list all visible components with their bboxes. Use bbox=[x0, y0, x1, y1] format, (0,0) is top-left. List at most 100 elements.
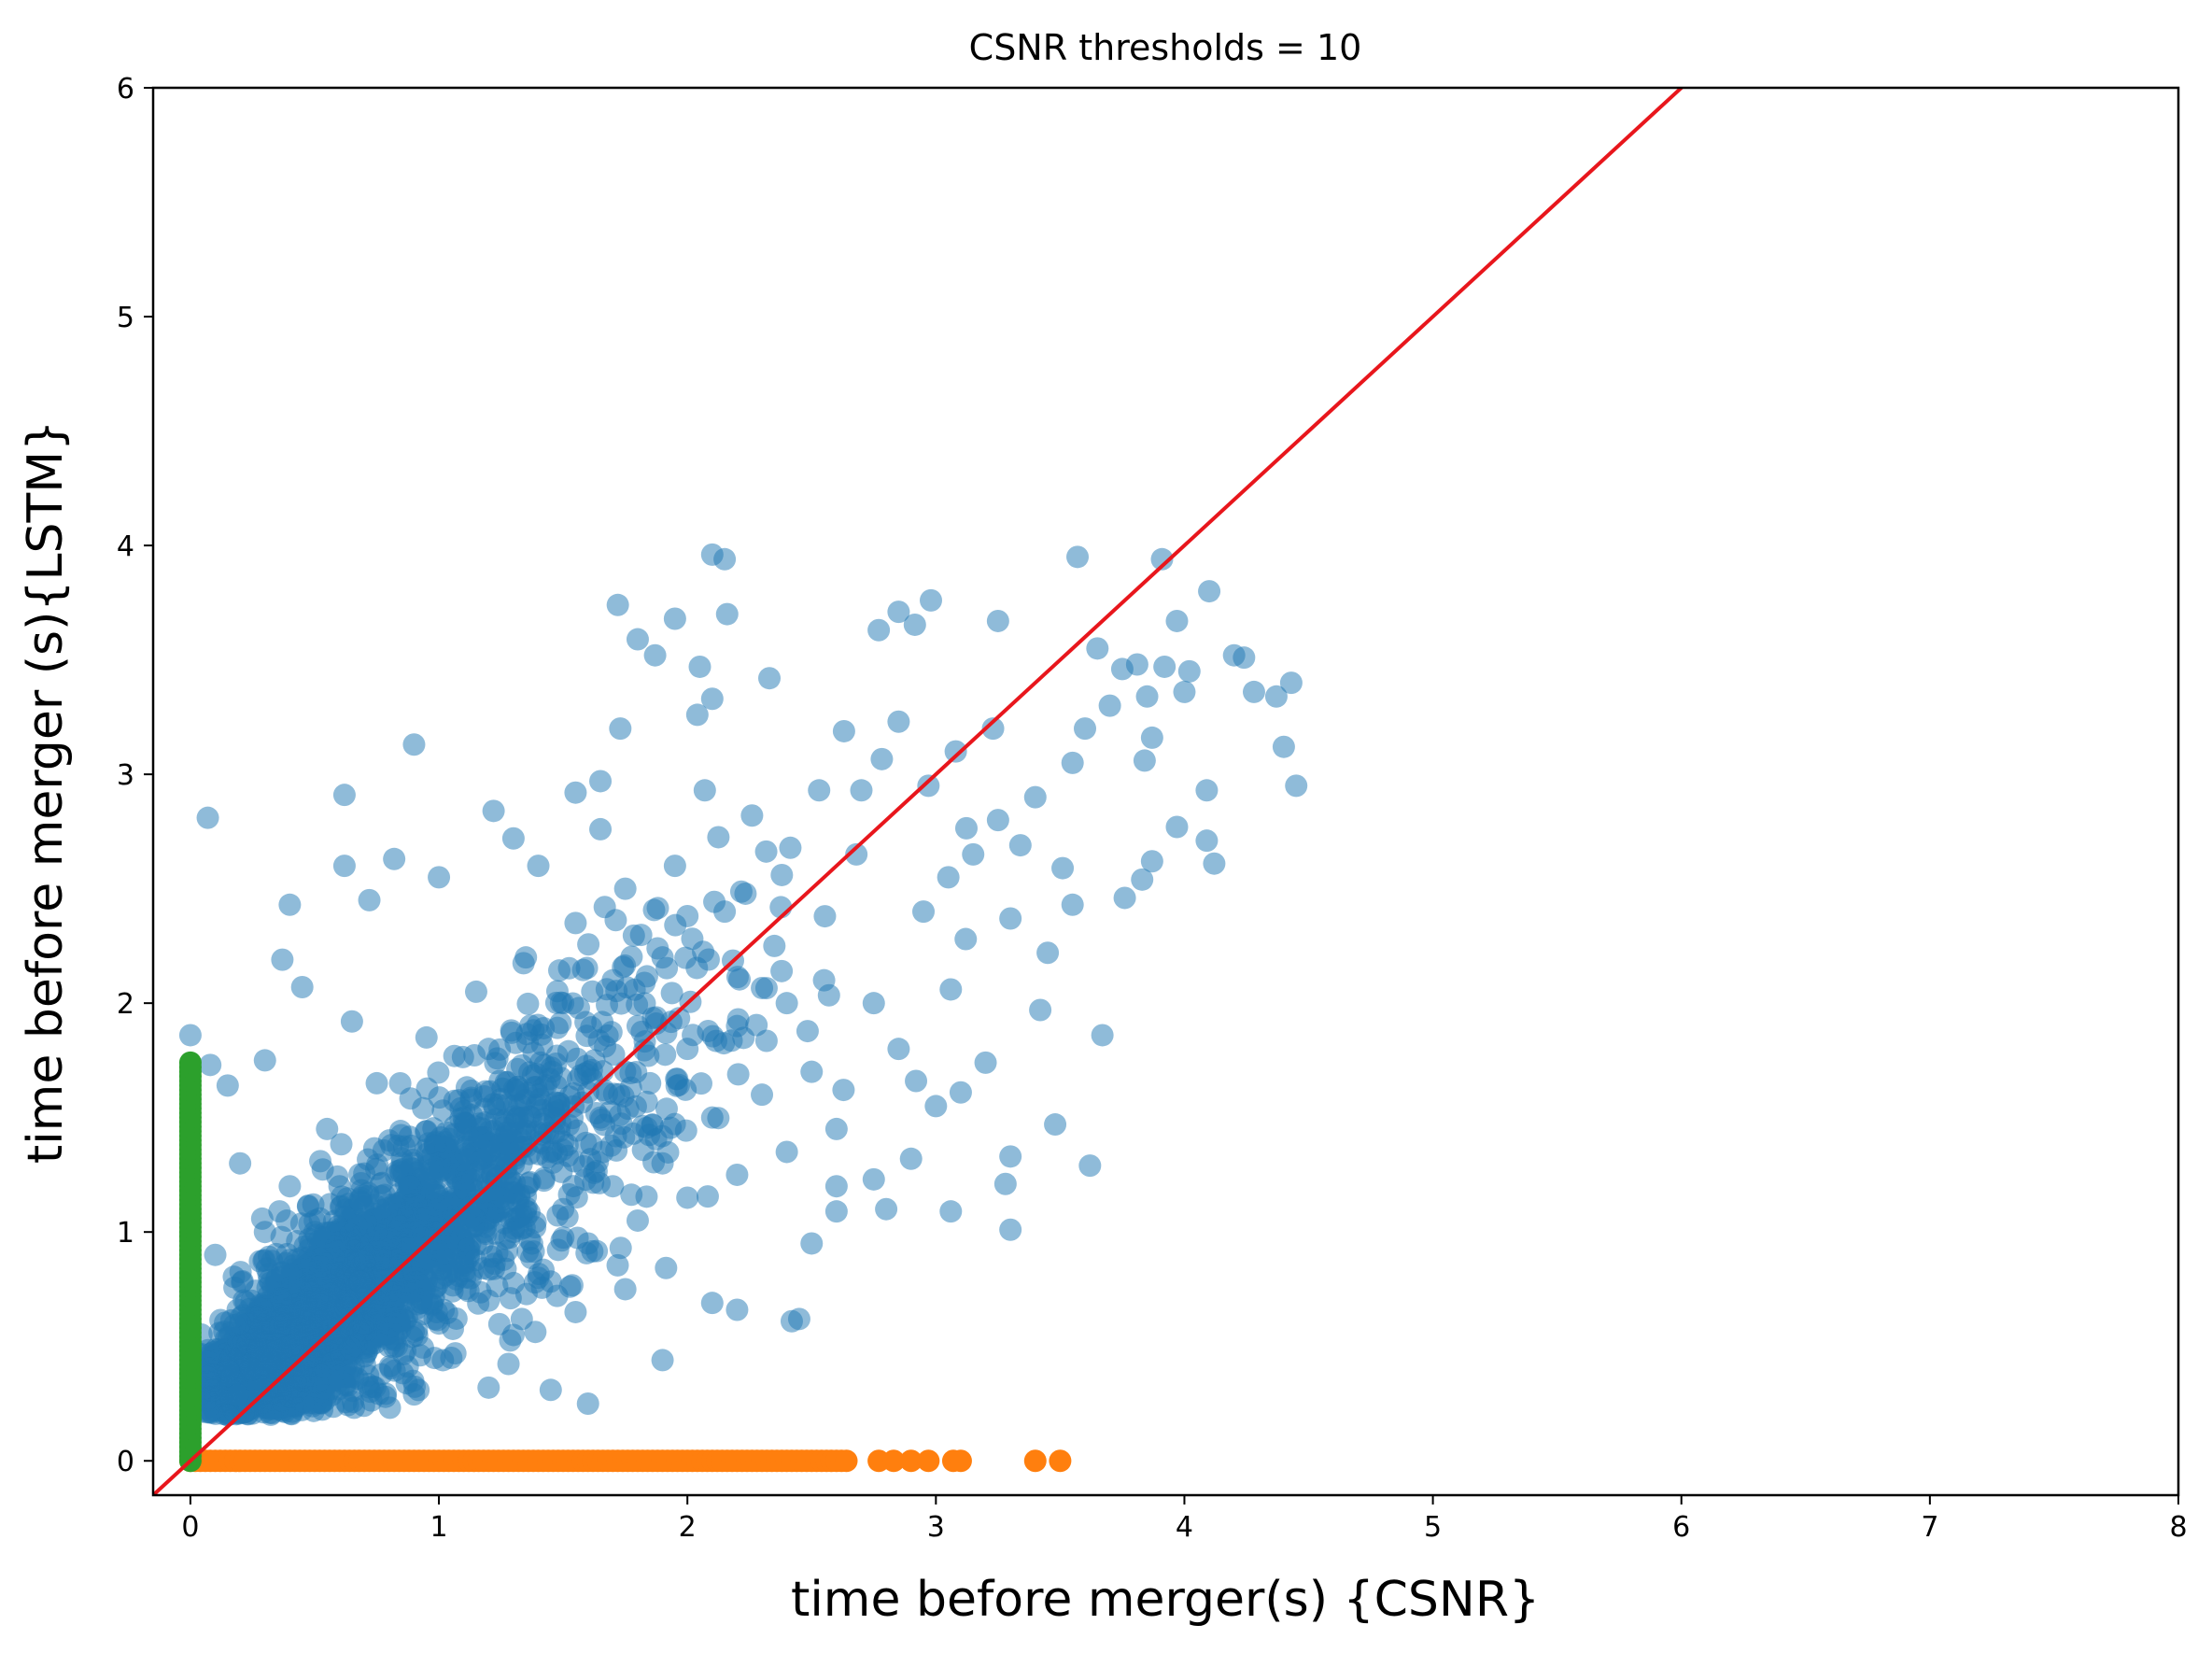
data-point bbox=[832, 719, 855, 742]
data-point bbox=[993, 1172, 1017, 1195]
data-point bbox=[1140, 726, 1163, 749]
data-point bbox=[700, 1106, 724, 1129]
data-point bbox=[428, 1151, 451, 1175]
data-point bbox=[353, 1312, 376, 1335]
data-point bbox=[660, 982, 683, 1005]
data-point bbox=[383, 1359, 406, 1382]
data-point bbox=[676, 1186, 699, 1209]
data-point bbox=[850, 779, 873, 802]
data-point bbox=[832, 1079, 855, 1102]
data-point bbox=[565, 1119, 588, 1142]
data-point bbox=[527, 855, 550, 878]
data-point bbox=[664, 913, 687, 937]
data-point bbox=[576, 1392, 599, 1415]
data-point bbox=[527, 1266, 550, 1290]
data-point bbox=[427, 1061, 450, 1084]
x-tick-label: 4 bbox=[1176, 1511, 1193, 1544]
data-point bbox=[1285, 774, 1308, 798]
data-point bbox=[290, 976, 314, 999]
data-point bbox=[374, 1382, 398, 1406]
data-point bbox=[944, 740, 967, 763]
data-point bbox=[241, 1358, 264, 1381]
data-point bbox=[303, 1221, 326, 1244]
data-point bbox=[654, 1043, 677, 1067]
y-tick-label: 5 bbox=[117, 302, 134, 334]
y-tick-label: 3 bbox=[117, 759, 134, 792]
data-point bbox=[601, 1175, 625, 1198]
data-point bbox=[274, 1312, 297, 1335]
data-point bbox=[775, 1140, 798, 1164]
data-point bbox=[330, 1133, 353, 1156]
data-point bbox=[1165, 815, 1189, 839]
data-point bbox=[501, 1323, 525, 1347]
data-point bbox=[562, 1150, 585, 1173]
data-point bbox=[620, 1183, 643, 1207]
data-point bbox=[713, 900, 737, 924]
data-point bbox=[1279, 671, 1303, 695]
data-point bbox=[1098, 694, 1121, 717]
data-point bbox=[444, 1307, 468, 1330]
data-point bbox=[377, 1129, 401, 1152]
plot-frame bbox=[151, 86, 2180, 1497]
data-point bbox=[800, 1232, 824, 1255]
data-point bbox=[1135, 685, 1159, 708]
data-point bbox=[715, 602, 739, 626]
data-point bbox=[751, 976, 774, 999]
data-point bbox=[204, 1243, 227, 1266]
data-point bbox=[533, 1053, 557, 1077]
data-point bbox=[796, 1020, 819, 1043]
data-point bbox=[355, 1280, 378, 1304]
data-point bbox=[318, 1193, 342, 1216]
data-point bbox=[1140, 850, 1163, 873]
data-point bbox=[812, 968, 836, 992]
data-point bbox=[606, 593, 629, 616]
data-point bbox=[639, 1071, 662, 1095]
data-point bbox=[440, 1346, 463, 1369]
data-point bbox=[949, 1449, 972, 1473]
data-point bbox=[289, 1300, 312, 1323]
data-point bbox=[626, 628, 649, 651]
data-point bbox=[539, 1140, 562, 1164]
data-point bbox=[379, 1228, 402, 1251]
data-point bbox=[278, 1175, 302, 1198]
data-point bbox=[917, 774, 940, 798]
data-point bbox=[589, 1106, 613, 1129]
x-tick-label: 3 bbox=[927, 1511, 945, 1544]
data-point bbox=[412, 1197, 435, 1221]
data-point bbox=[399, 1175, 422, 1198]
data-point bbox=[939, 978, 963, 1001]
y-tick-label: 2 bbox=[117, 988, 134, 1021]
data-point bbox=[379, 1315, 402, 1338]
data-point bbox=[609, 717, 632, 741]
data-point bbox=[962, 842, 985, 866]
data-point bbox=[726, 1014, 749, 1038]
data-point bbox=[787, 1307, 810, 1331]
data-point bbox=[332, 855, 356, 878]
data-point bbox=[343, 1396, 366, 1420]
data-point bbox=[697, 948, 720, 971]
data-point bbox=[358, 1245, 381, 1268]
data-point bbox=[740, 804, 764, 827]
data-point bbox=[700, 687, 724, 711]
data-point bbox=[734, 882, 757, 905]
data-point bbox=[557, 956, 581, 980]
data-point bbox=[887, 1038, 910, 1061]
data-point bbox=[668, 1073, 691, 1096]
data-point bbox=[643, 643, 667, 667]
data-point bbox=[646, 897, 669, 920]
data-point bbox=[1036, 941, 1060, 965]
data-point bbox=[1195, 779, 1219, 802]
data-point bbox=[939, 1200, 963, 1223]
data-point bbox=[758, 667, 782, 690]
data-point bbox=[452, 1106, 475, 1129]
data-point bbox=[604, 909, 627, 932]
points-layer bbox=[178, 543, 1308, 1473]
data-point bbox=[501, 1129, 525, 1152]
data-point bbox=[216, 1074, 239, 1097]
data-point bbox=[552, 1197, 575, 1221]
y-tick-label: 0 bbox=[117, 1446, 134, 1478]
data-point bbox=[428, 866, 451, 889]
data-point bbox=[296, 1194, 319, 1218]
data-point bbox=[402, 733, 426, 756]
